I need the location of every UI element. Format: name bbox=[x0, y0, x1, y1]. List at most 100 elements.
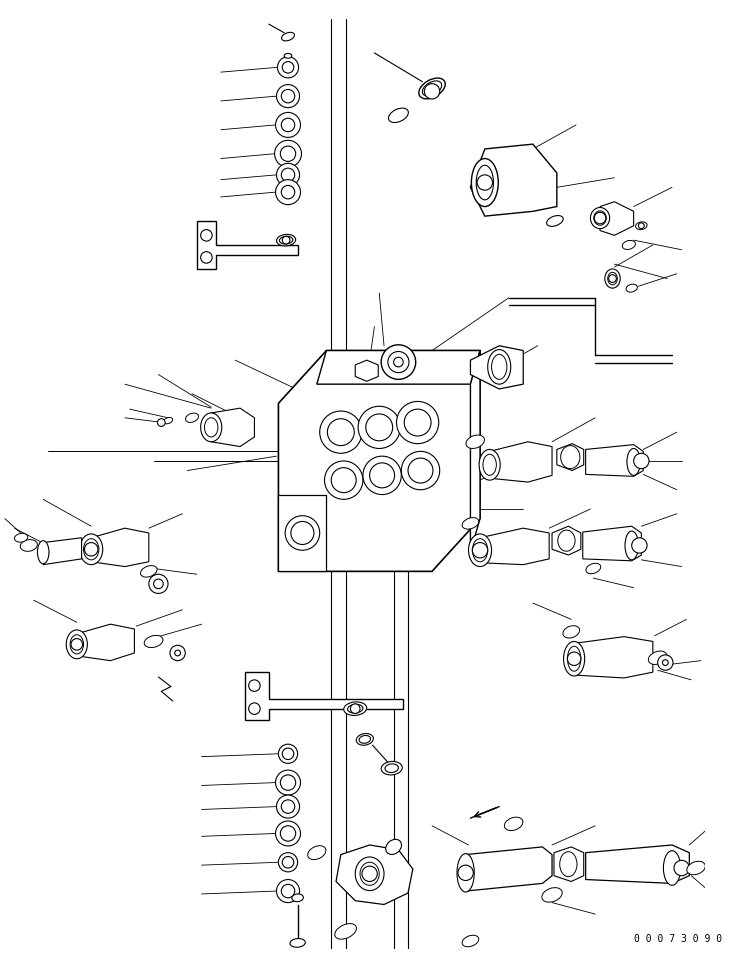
Ellipse shape bbox=[492, 354, 507, 379]
Circle shape bbox=[71, 639, 82, 650]
Polygon shape bbox=[552, 527, 581, 555]
Circle shape bbox=[396, 402, 439, 443]
Circle shape bbox=[281, 89, 295, 103]
Polygon shape bbox=[465, 847, 552, 892]
Ellipse shape bbox=[140, 565, 157, 577]
Ellipse shape bbox=[348, 705, 363, 713]
Ellipse shape bbox=[144, 635, 163, 648]
Polygon shape bbox=[586, 845, 689, 884]
Ellipse shape bbox=[462, 935, 479, 947]
Circle shape bbox=[280, 775, 296, 790]
Ellipse shape bbox=[355, 857, 384, 891]
Ellipse shape bbox=[473, 539, 487, 561]
Ellipse shape bbox=[381, 762, 402, 775]
Ellipse shape bbox=[284, 53, 292, 58]
Ellipse shape bbox=[504, 817, 523, 831]
Circle shape bbox=[170, 646, 185, 660]
Ellipse shape bbox=[563, 625, 580, 638]
Circle shape bbox=[404, 409, 431, 436]
Ellipse shape bbox=[385, 764, 399, 772]
Circle shape bbox=[283, 857, 294, 868]
Circle shape bbox=[639, 223, 644, 228]
Ellipse shape bbox=[308, 846, 326, 860]
Circle shape bbox=[608, 275, 617, 283]
Polygon shape bbox=[557, 443, 584, 470]
Circle shape bbox=[281, 168, 295, 182]
Ellipse shape bbox=[590, 207, 610, 228]
Polygon shape bbox=[355, 360, 378, 381]
Ellipse shape bbox=[471, 159, 498, 206]
Circle shape bbox=[381, 345, 415, 379]
Polygon shape bbox=[583, 527, 642, 560]
Polygon shape bbox=[317, 350, 480, 384]
Circle shape bbox=[249, 680, 260, 691]
Ellipse shape bbox=[468, 534, 492, 566]
Ellipse shape bbox=[594, 211, 606, 226]
Circle shape bbox=[275, 180, 300, 204]
Circle shape bbox=[277, 57, 299, 77]
Circle shape bbox=[320, 411, 362, 453]
Ellipse shape bbox=[360, 862, 379, 886]
Ellipse shape bbox=[558, 530, 575, 551]
Ellipse shape bbox=[567, 647, 581, 671]
Circle shape bbox=[277, 164, 299, 187]
Circle shape bbox=[633, 453, 649, 469]
Ellipse shape bbox=[622, 240, 636, 250]
Circle shape bbox=[200, 252, 212, 263]
Circle shape bbox=[477, 175, 493, 191]
Ellipse shape bbox=[483, 454, 496, 475]
Ellipse shape bbox=[586, 563, 600, 574]
Circle shape bbox=[370, 463, 395, 488]
Polygon shape bbox=[211, 408, 255, 446]
Circle shape bbox=[632, 538, 647, 553]
Circle shape bbox=[278, 744, 297, 764]
Ellipse shape bbox=[648, 651, 667, 664]
Polygon shape bbox=[574, 637, 653, 678]
Circle shape bbox=[327, 419, 355, 445]
Circle shape bbox=[285, 516, 320, 550]
Circle shape bbox=[280, 146, 296, 162]
Ellipse shape bbox=[80, 534, 103, 564]
Circle shape bbox=[366, 414, 393, 440]
Ellipse shape bbox=[542, 888, 562, 902]
Polygon shape bbox=[77, 624, 134, 660]
Circle shape bbox=[363, 456, 401, 495]
Ellipse shape bbox=[277, 234, 296, 246]
Circle shape bbox=[663, 660, 668, 665]
Circle shape bbox=[674, 861, 689, 876]
Ellipse shape bbox=[636, 222, 647, 229]
Circle shape bbox=[331, 468, 356, 493]
Ellipse shape bbox=[335, 923, 357, 939]
Polygon shape bbox=[470, 350, 480, 552]
Ellipse shape bbox=[15, 533, 28, 542]
Ellipse shape bbox=[37, 541, 49, 563]
Ellipse shape bbox=[564, 642, 585, 676]
Ellipse shape bbox=[292, 893, 303, 901]
Circle shape bbox=[567, 652, 581, 665]
Circle shape bbox=[277, 880, 299, 902]
Circle shape bbox=[281, 118, 295, 132]
Polygon shape bbox=[197, 221, 297, 269]
Circle shape bbox=[408, 458, 433, 483]
Polygon shape bbox=[554, 847, 584, 882]
Polygon shape bbox=[336, 845, 413, 904]
Circle shape bbox=[275, 112, 300, 137]
Circle shape bbox=[249, 703, 260, 714]
Ellipse shape bbox=[466, 435, 484, 448]
Ellipse shape bbox=[561, 445, 580, 469]
Circle shape bbox=[281, 800, 295, 813]
Circle shape bbox=[283, 236, 290, 244]
Circle shape bbox=[281, 885, 295, 897]
Ellipse shape bbox=[687, 862, 705, 875]
Circle shape bbox=[280, 826, 296, 841]
Ellipse shape bbox=[487, 349, 511, 384]
Circle shape bbox=[277, 795, 299, 818]
Circle shape bbox=[658, 655, 673, 670]
Circle shape bbox=[358, 407, 400, 448]
Ellipse shape bbox=[625, 531, 639, 560]
Ellipse shape bbox=[66, 630, 87, 659]
Ellipse shape bbox=[280, 236, 293, 244]
Circle shape bbox=[324, 461, 363, 499]
Ellipse shape bbox=[388, 108, 408, 123]
Circle shape bbox=[283, 748, 294, 760]
